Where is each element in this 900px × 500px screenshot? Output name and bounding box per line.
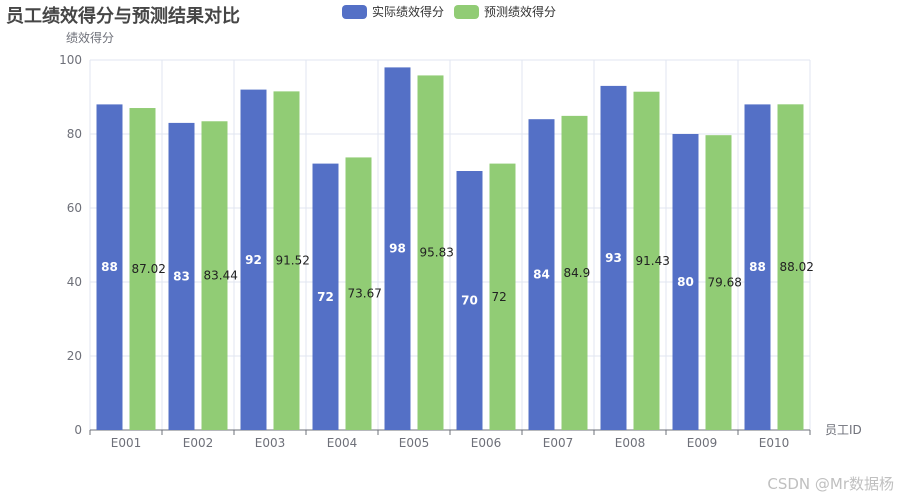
x-tick-label-E004: E004 bbox=[327, 436, 358, 450]
x-tick-label-E001: E001 bbox=[111, 436, 142, 450]
legend-swatch-actual bbox=[342, 4, 367, 19]
bar-series0-E004 bbox=[312, 163, 339, 430]
data-label-series0-E005: 98 bbox=[389, 242, 406, 256]
bar-series1-E009 bbox=[705, 135, 732, 430]
data-label-series1-E006: 72 bbox=[492, 290, 507, 304]
bar-series0-E007 bbox=[528, 119, 555, 430]
bar-series1-E003 bbox=[273, 91, 300, 430]
y-tick-label-40: 40 bbox=[67, 275, 82, 289]
data-label-series1-E009: 79.68 bbox=[708, 276, 742, 290]
data-label-series1-E002: 83.44 bbox=[204, 269, 238, 283]
x-tick-label-E002: E002 bbox=[183, 436, 214, 450]
y-axis-title: 绩效得分 bbox=[66, 30, 114, 45]
y-tick-label-60: 60 bbox=[67, 201, 82, 215]
bar-series1-E006 bbox=[489, 163, 516, 430]
data-label-series0-E009: 80 bbox=[677, 275, 694, 289]
x-tick-label-E009: E009 bbox=[687, 436, 718, 450]
bar-series1-E007 bbox=[561, 115, 588, 431]
bar-series1-E005 bbox=[417, 75, 444, 430]
bar-series0-E005 bbox=[384, 67, 411, 431]
y-tick-label-100: 100 bbox=[59, 53, 82, 67]
data-label-series1-E001: 87.02 bbox=[132, 262, 166, 276]
bar-series0-E002 bbox=[168, 122, 195, 431]
data-label-series1-E005: 95.83 bbox=[420, 246, 454, 260]
legend: 实际绩效得分 预测绩效得分 bbox=[342, 3, 566, 20]
legend-item-actual[interactable]: 实际绩效得分 bbox=[342, 3, 444, 20]
bar-series0-E003 bbox=[240, 89, 267, 430]
bar-series1-E010 bbox=[777, 104, 804, 431]
bar-series0-E001 bbox=[96, 104, 123, 431]
data-label-series1-E008: 91.43 bbox=[636, 254, 670, 268]
x-tick-label-E010: E010 bbox=[759, 436, 790, 450]
legend-label-predicted: 预测绩效得分 bbox=[484, 5, 557, 19]
data-label-series0-E004: 72 bbox=[317, 290, 334, 304]
bar-series1-E002 bbox=[201, 121, 228, 430]
bar-series0-E006 bbox=[456, 171, 483, 430]
legend-label-actual: 实际绩效得分 bbox=[372, 5, 445, 19]
data-label-series0-E007: 84 bbox=[533, 268, 550, 282]
chart-title: 员工绩效得分与预测结果对比 bbox=[6, 6, 240, 27]
bar-series0-E009 bbox=[672, 134, 699, 430]
y-tick-label-80: 80 bbox=[67, 127, 82, 141]
x-tick-label-E006: E006 bbox=[471, 436, 502, 450]
data-label-series0-E001: 88 bbox=[101, 260, 118, 274]
x-tick-label-E007: E007 bbox=[543, 436, 574, 450]
y-tick-label-0: 0 bbox=[74, 423, 82, 437]
data-label-series0-E003: 92 bbox=[245, 253, 262, 267]
data-label-series0-E010: 88 bbox=[749, 260, 766, 274]
x-tick-label-E005: E005 bbox=[399, 436, 430, 450]
y-tick-label-20: 20 bbox=[67, 349, 82, 363]
data-label-series1-E004: 73.67 bbox=[348, 287, 382, 301]
data-label-series1-E003: 91.52 bbox=[276, 254, 310, 268]
bar-series1-E008 bbox=[633, 91, 660, 431]
data-label-series1-E007: 84.9 bbox=[564, 266, 591, 280]
watermark: CSDN @Mr数据杨 bbox=[767, 475, 894, 493]
bar-series0-E010 bbox=[744, 104, 771, 431]
bar-series1-E001 bbox=[129, 108, 156, 430]
data-label-series0-E002: 83 bbox=[173, 269, 190, 283]
x-axis-title: 员工ID bbox=[825, 423, 862, 437]
data-label-series1-E010: 88.02 bbox=[780, 260, 814, 274]
data-label-series0-E006: 70 bbox=[461, 294, 478, 308]
data-label-series0-E008: 93 bbox=[605, 251, 622, 265]
legend-swatch-predicted bbox=[454, 4, 480, 19]
x-tick-label-E008: E008 bbox=[615, 436, 646, 450]
bar-series0-E008 bbox=[600, 85, 627, 431]
x-tick-label-E003: E003 bbox=[255, 436, 286, 450]
legend-item-predicted[interactable]: 预测绩效得分 bbox=[454, 3, 556, 20]
bar-series1-E004 bbox=[345, 157, 372, 430]
